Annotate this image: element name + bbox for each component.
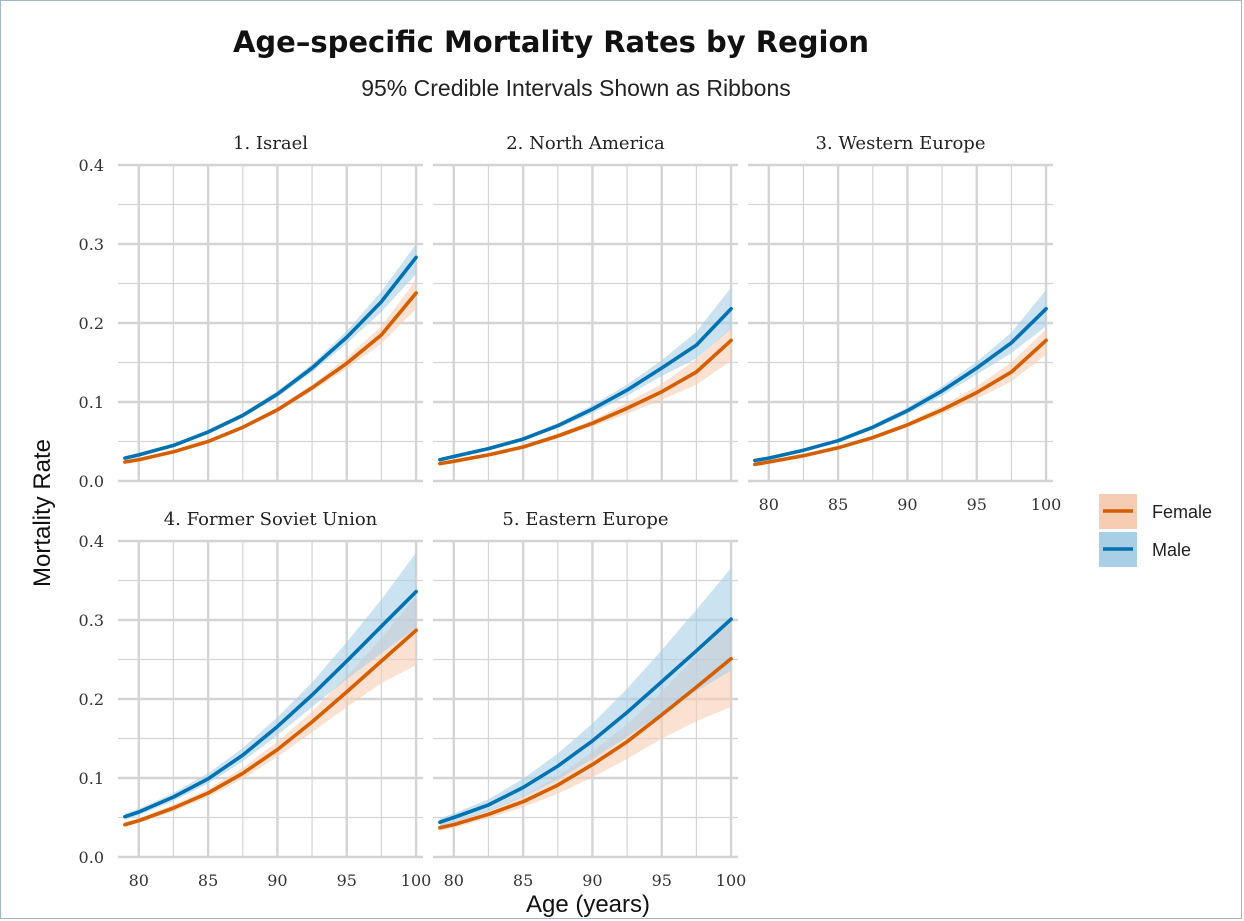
x-tick-label: 95 [652,871,672,890]
x-tick-label: 100 [401,871,432,890]
y-tick-label: 0.0 [79,848,104,867]
y-tick-label: 0.3 [79,611,104,630]
x-tick-label: 100 [716,871,747,890]
y-tick-label: 0.1 [79,393,104,412]
y-tick-label: 0.1 [79,769,104,788]
panel-label: 4. Former Soviet Union [164,509,378,530]
male-line [123,589,418,819]
y-tick-label: 0.2 [79,690,104,709]
x-tick-label: 85 [828,495,848,514]
facet-panels: 1. Israel 0.0 0.1 0.2 0.3 0.4 2. North America… [79,133,1062,890]
x-tick-label: 90 [897,495,917,514]
x-tick-label: 90 [582,871,602,890]
y-tick-label: 0.2 [79,314,104,333]
y-tick-label: 0.0 [79,472,104,491]
female-ribbon [439,620,732,831]
x-tick-label: 95 [337,871,357,890]
x-tick-label: 90 [267,871,287,890]
x-axis-title: Age (years) [526,891,650,918]
female-line [753,338,1048,467]
panel-label: 5. Eastern Europe [502,509,668,530]
x-tick-label: 80 [444,871,464,890]
male-line [438,617,733,825]
panel-5: 5. Eastern Europe 80 85 90 95 100 [433,509,746,890]
x-tick-label: 85 [198,871,218,890]
panel-label: 1. Israel [233,133,308,154]
female-line [123,291,418,464]
panel-4: 4. Former Soviet Union 0.0 0.1 0.2 0.3 0.4 80 8… [79,509,432,890]
male-ribbon [439,567,732,827]
panel-3: 3. Western Europe 80 85 90 95 100 [748,133,1061,514]
legend-label-female: Female [1152,502,1212,522]
x-tick-label: 100 [1031,495,1062,514]
x-tick-label: 95 [967,495,987,514]
male-ribbon [124,244,417,460]
y-tick-label: 0.3 [79,235,104,254]
male-line [123,255,418,460]
panel-label: 2. North America [506,133,665,154]
panel-1: 1. Israel 0.0 0.1 0.2 0.3 0.4 [79,133,423,491]
chart-subtitle: 95% Credible Intervals Shown as Ribbons [361,75,791,101]
female-line [438,656,733,830]
y-tick-label: 0.4 [79,532,104,551]
legend-label-male: Male [1152,540,1191,560]
x-tick-label: 85 [513,871,533,890]
male-line [438,306,733,462]
panel-label: 3. Western Europe [816,133,986,154]
chart-title: Age–specific Mortality Rates by Region [233,25,869,59]
y-tick-label: 0.4 [79,156,104,175]
legend: Female Male [1099,494,1212,567]
female-line [438,338,733,466]
panel-2: 2. North America [433,133,738,483]
x-tick-label: 80 [759,495,779,514]
male-line [753,306,1048,463]
x-tick-label: 80 [129,871,149,890]
y-axis-title: Mortality Rate [29,439,56,587]
female-line [123,628,418,827]
